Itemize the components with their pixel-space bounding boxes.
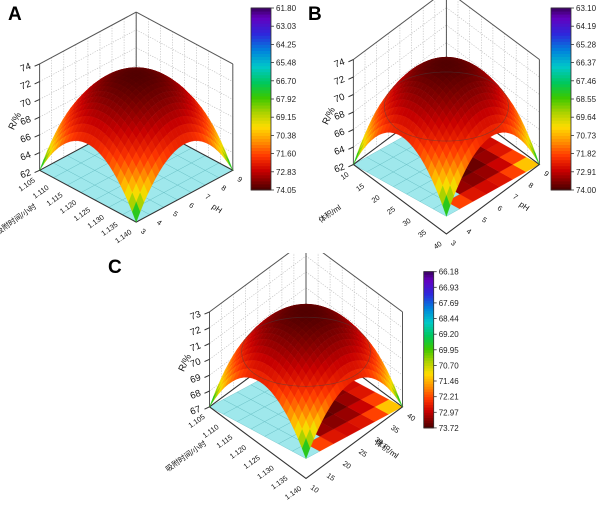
svg-text:70.38: 70.38 [276, 131, 297, 140]
svg-text:68.44: 68.44 [439, 315, 460, 324]
svg-text:73.72: 73.72 [439, 424, 460, 433]
svg-text:63.10: 63.10 [576, 4, 597, 13]
svg-text:72.21: 72.21 [439, 393, 460, 402]
svg-text:69.15: 69.15 [276, 113, 297, 122]
svg-text:74.00: 74.00 [576, 186, 597, 195]
svg-text:C: C [108, 257, 122, 278]
svg-text:61.80: 61.80 [276, 4, 297, 13]
svg-text:69.20: 69.20 [439, 330, 460, 339]
svg-text:69.64: 69.64 [576, 113, 597, 122]
svg-text:72.91: 72.91 [576, 168, 597, 177]
svg-text:66.37: 66.37 [576, 59, 597, 68]
svg-text:67.92: 67.92 [276, 95, 297, 104]
svg-text:68.55: 68.55 [576, 95, 597, 104]
svg-text:66.70: 66.70 [276, 77, 297, 86]
svg-text:64.19: 64.19 [576, 22, 597, 31]
svg-text:65.48: 65.48 [276, 59, 297, 68]
svg-text:66.18: 66.18 [439, 268, 460, 277]
svg-text:71.82: 71.82 [576, 150, 597, 159]
svg-text:71.60: 71.60 [276, 150, 297, 159]
svg-text:69.95: 69.95 [439, 346, 460, 355]
svg-text:63.03: 63.03 [276, 22, 297, 31]
svg-text:64.25: 64.25 [276, 40, 297, 49]
svg-text:A: A [8, 4, 22, 25]
svg-text:67.69: 67.69 [439, 299, 460, 308]
svg-text:B: B [308, 4, 322, 25]
svg-text:72.97: 72.97 [439, 408, 460, 417]
svg-text:67.46: 67.46 [576, 77, 597, 86]
svg-text:70.73: 70.73 [576, 131, 597, 140]
svg-text:70.70: 70.70 [439, 361, 460, 370]
svg-text:71.46: 71.46 [439, 377, 460, 386]
svg-text:65.28: 65.28 [576, 40, 597, 49]
svg-text:74.05: 74.05 [276, 186, 297, 195]
svg-text:72.83: 72.83 [276, 168, 297, 177]
svg-text:66.93: 66.93 [439, 283, 460, 292]
